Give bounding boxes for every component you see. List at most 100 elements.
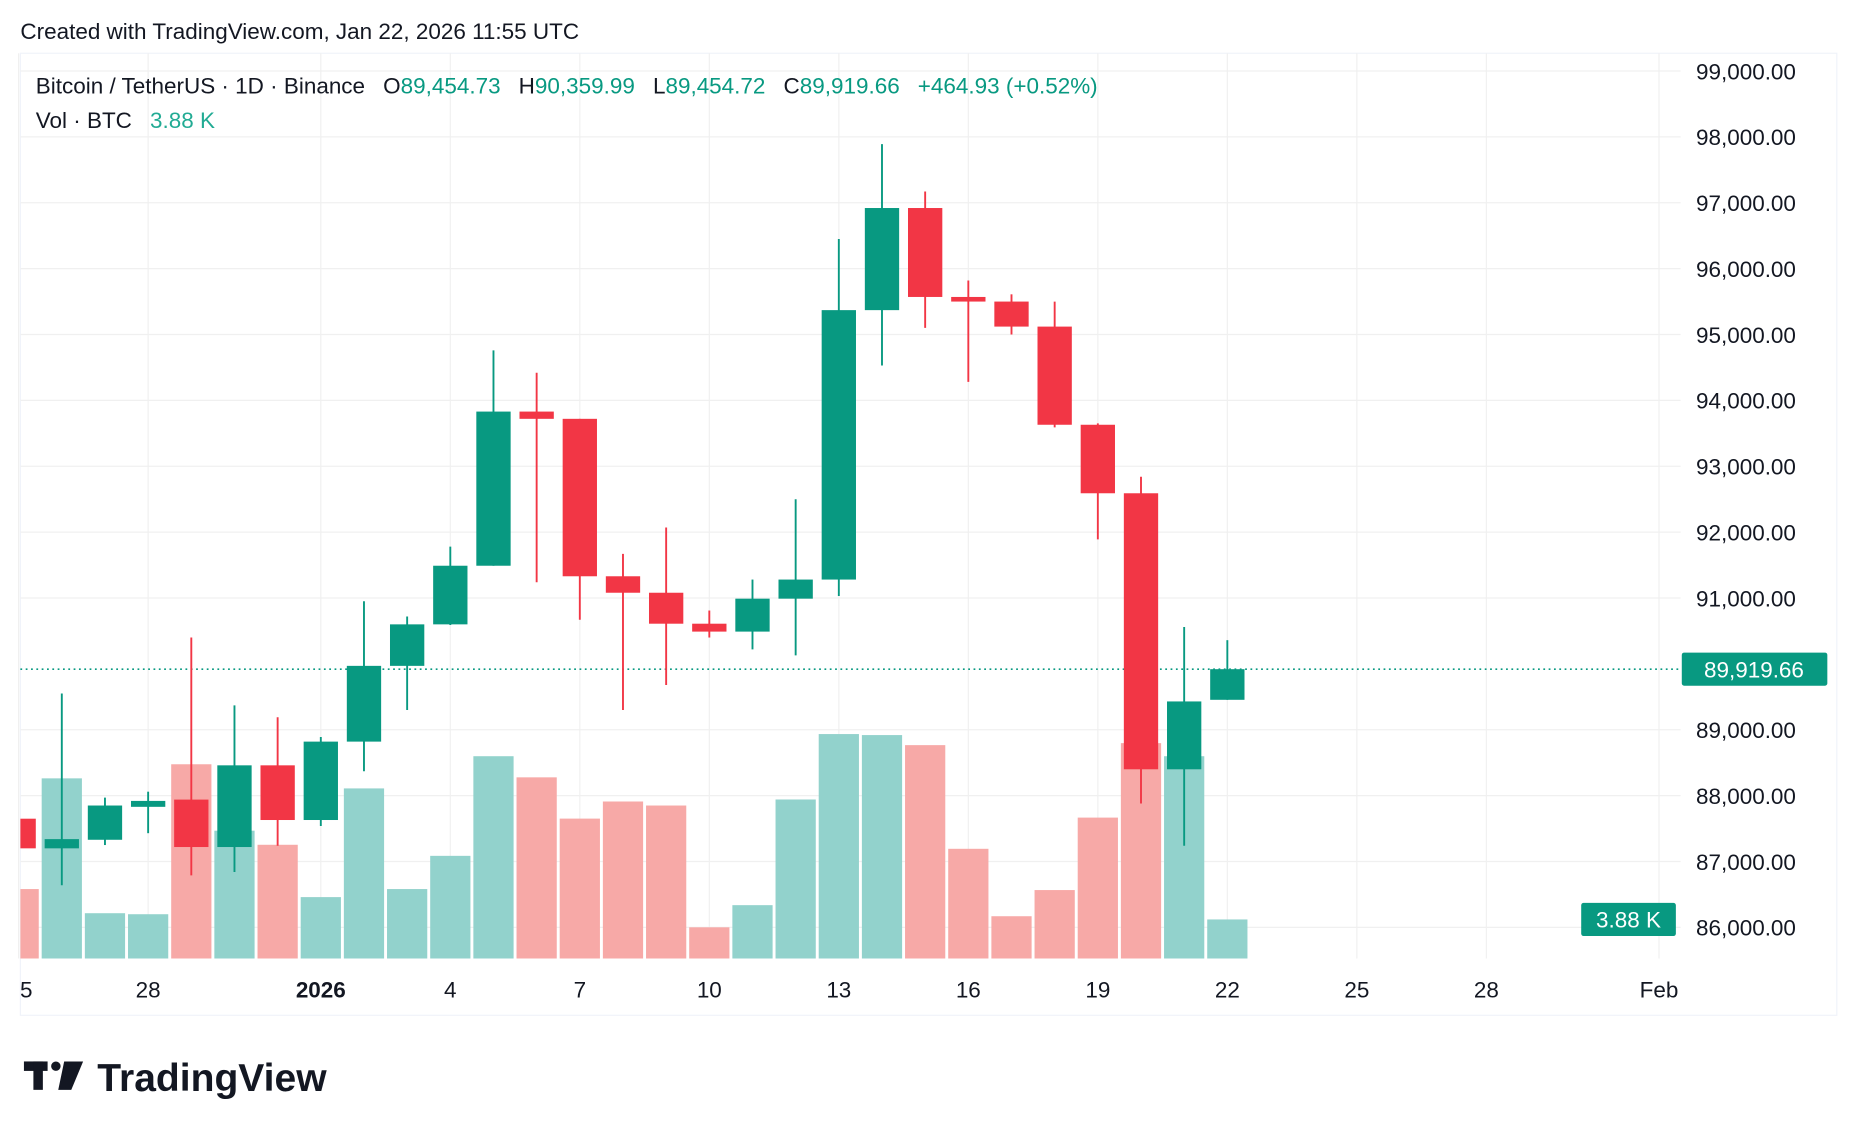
time-tick-label: 16: [956, 978, 981, 1003]
volume-bar: [1207, 919, 1248, 959]
candle-up: [778, 579, 813, 599]
svg-text:Vol · BTC 3.88 K: Vol · BTC 3.88 K: [36, 108, 215, 133]
volume-bar: [300, 897, 341, 959]
last-price-label: 89,919.66: [1704, 657, 1804, 682]
price-tick-label: 96,000.00: [1696, 257, 1796, 282]
candle-down: [994, 301, 1029, 327]
volume-bar: [646, 805, 687, 959]
candle-down: [1080, 424, 1115, 494]
volume-bar: [516, 777, 557, 959]
candle-up: [476, 411, 511, 566]
candle-up: [217, 765, 252, 848]
candle-up: [821, 310, 856, 580]
candle-down: [1037, 326, 1072, 425]
price-axis[interactable]: 99,000.00 98,000.00 97,000.00 96,000.00 95,0…: [1696, 59, 1796, 940]
volume-bar: [343, 788, 385, 959]
volume-bar: [430, 855, 471, 959]
price-tick-label: 93,000.00: [1696, 455, 1796, 480]
time-tick-label: 28: [136, 978, 161, 1003]
candle-up: [389, 624, 425, 666]
time-tick-label: 2026: [296, 978, 346, 1003]
volume-bar: [84, 913, 126, 959]
time-tick-label: 5: [20, 978, 33, 1003]
symbol-title: Bitcoin / TetherUS · 1D · Binance: [36, 73, 365, 98]
volume-bars: [20, 734, 1248, 959]
candle-down: [692, 623, 727, 632]
volume-bar: [905, 745, 946, 959]
caption: Created with TradingView.com, Jan 22, 20…: [20, 19, 579, 44]
price-tick-label: 95,000.00: [1696, 323, 1796, 348]
volume-bar: [861, 735, 903, 959]
volume-bar: [128, 914, 169, 959]
candle-down: [519, 411, 554, 419]
candle-up: [864, 208, 900, 311]
candle-up: [433, 565, 468, 625]
svg-text:Bitcoin / TetherUS · 1D · Bina: Bitcoin / TetherUS · 1D · Binance O89,45…: [36, 73, 1098, 98]
time-tick-label: 13: [826, 978, 851, 1003]
volume-bar: [991, 916, 1032, 959]
time-tick-label: 25: [1344, 978, 1369, 1003]
candle-up: [346, 665, 382, 742]
price-tick-label: 97,000.00: [1696, 191, 1796, 216]
last-price-badge: 89,919.66: [1681, 652, 1828, 686]
candle-up: [44, 839, 79, 849]
tradingview-logo[interactable]: TradingView: [23, 1057, 327, 1100]
volume-bar: [387, 889, 428, 959]
time-tick-label: 10: [697, 978, 722, 1003]
volume-value: 3.88 K: [150, 108, 215, 133]
candle-up: [303, 741, 338, 821]
candle-down: [20, 818, 36, 849]
candle-down: [908, 208, 943, 297]
volume-bar: [559, 818, 600, 959]
volume-bar: [732, 905, 773, 959]
time-tick-label: 7: [574, 978, 587, 1003]
volume-bar: [689, 927, 730, 959]
brand-name: TradingView: [97, 1057, 327, 1100]
candle-up: [735, 598, 770, 632]
volume-bar: [473, 756, 514, 959]
price-tick-label: 94,000.00: [1696, 389, 1796, 414]
candle-down: [260, 765, 295, 821]
change-value: +464.93 (+0.52%): [918, 73, 1098, 98]
candle-up: [1210, 669, 1245, 700]
time-tick-label: 22: [1215, 978, 1240, 1003]
candle-down: [648, 592, 684, 624]
volume-bar: [602, 801, 644, 959]
candle-down: [1123, 493, 1159, 770]
open-value: 89,454.73: [401, 73, 501, 98]
close-value: 89,919.66: [800, 73, 900, 98]
volume-bar: [257, 844, 298, 959]
candle-up: [87, 805, 123, 840]
high-value: 90,359.99: [535, 73, 635, 98]
volume-bar: [775, 799, 816, 959]
price-tick-label: 88,000.00: [1696, 784, 1796, 809]
volume-title: Vol · BTC: [36, 108, 132, 133]
candle-up: [130, 800, 166, 807]
candle-down: [562, 418, 597, 577]
last-volume-label: 3.88 K: [1596, 908, 1661, 933]
price-tick-label: 86,000.00: [1696, 916, 1796, 941]
volume-bar: [1077, 817, 1118, 959]
time-tick-label: 19: [1085, 978, 1110, 1003]
volume-bar: [20, 889, 39, 959]
time-tick-label: 28: [1474, 978, 1499, 1003]
candles: [20, 144, 1245, 886]
volume-bar: [1034, 890, 1075, 959]
price-tick-label: 89,000.00: [1696, 718, 1796, 743]
last-volume-badge: 3.88 K: [1581, 902, 1676, 937]
price-tick-label: 99,000.00: [1696, 59, 1796, 84]
time-tick-label: 4: [444, 978, 457, 1003]
volume-bar: [818, 734, 859, 959]
price-tick-label: 98,000.00: [1696, 125, 1796, 150]
price-tick-label: 91,000.00: [1696, 586, 1796, 611]
price-tick-label: 87,000.00: [1696, 850, 1796, 875]
time-axis[interactable]: 5 28 2026 4 7 10 13 16 19 22 25 28 Feb: [20, 978, 1678, 1003]
chart-frame: [19, 52, 1838, 1016]
candle-down: [951, 296, 986, 302]
low-value: 89,454.72: [665, 73, 765, 98]
volume-bar: [948, 848, 989, 959]
time-tick-label: Feb: [1640, 978, 1679, 1003]
legend: Bitcoin / TetherUS · 1D · Binance O89,45…: [36, 73, 1098, 132]
candle-up: [1167, 701, 1202, 770]
